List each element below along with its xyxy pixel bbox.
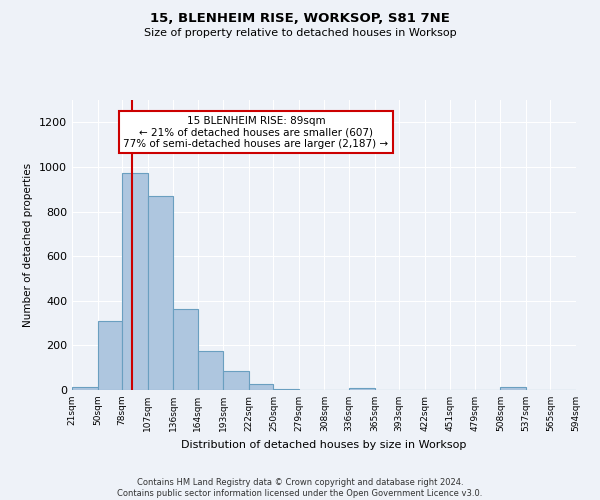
- X-axis label: Distribution of detached houses by size in Worksop: Distribution of detached houses by size …: [181, 440, 467, 450]
- Bar: [173, 308, 198, 390]
- Text: 15, BLENHEIM RISE, WORKSOP, S81 7NE: 15, BLENHEIM RISE, WORKSOP, S81 7NE: [150, 12, 450, 26]
- Text: Size of property relative to detached houses in Worksop: Size of property relative to detached ho…: [143, 28, 457, 38]
- Bar: [274, 389, 299, 390]
- Bar: [148, 196, 173, 390]
- Bar: [500, 388, 526, 390]
- Bar: [72, 386, 98, 390]
- Text: Contains HM Land Registry data © Crown copyright and database right 2024.
Contai: Contains HM Land Registry data © Crown c…: [118, 478, 482, 498]
- Bar: [249, 384, 274, 390]
- Bar: [98, 321, 122, 390]
- Bar: [122, 172, 148, 390]
- Y-axis label: Number of detached properties: Number of detached properties: [23, 163, 34, 327]
- Text: 15 BLENHEIM RISE: 89sqm
← 21% of detached houses are smaller (607)
77% of semi-d: 15 BLENHEIM RISE: 89sqm ← 21% of detache…: [123, 116, 388, 149]
- Bar: [349, 388, 374, 390]
- Bar: [223, 371, 249, 390]
- Bar: [198, 351, 223, 390]
